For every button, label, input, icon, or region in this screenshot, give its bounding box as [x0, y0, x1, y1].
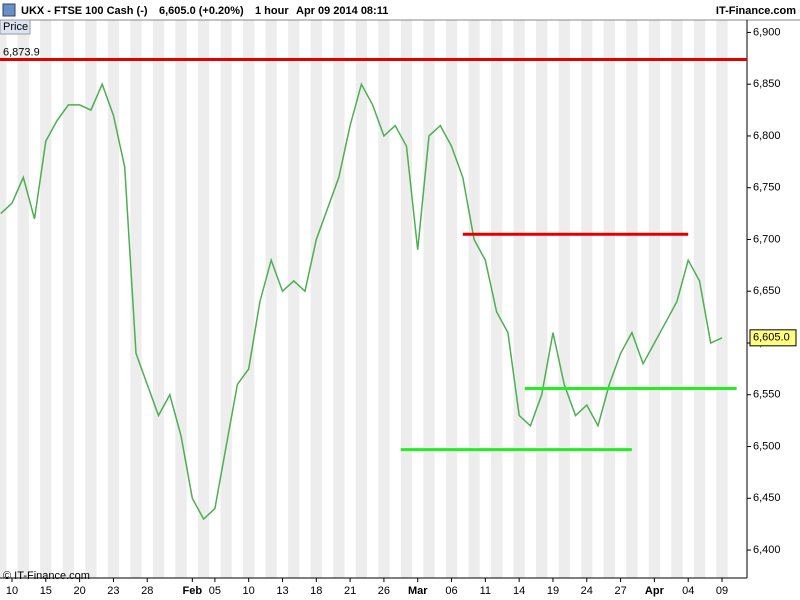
x-tick-label: 19 [547, 585, 559, 597]
day-stripe [693, 20, 706, 578]
x-tick-label: 27 [614, 585, 626, 597]
x-tick-label: 18 [310, 585, 322, 597]
quote: 6,605.0 (+0.20%) [159, 5, 244, 17]
day-stripe [265, 20, 277, 578]
y-tick-label: 6,850 [753, 78, 781, 90]
day-stripe [288, 20, 300, 578]
price-line [0, 82, 723, 521]
y-tick-label: 6,900 [753, 26, 781, 38]
y-label: Price [3, 21, 28, 33]
day-stripe [107, 20, 120, 578]
y-label-box [0, 19, 31, 35]
copyright: © IT-Finance.com [3, 570, 90, 582]
day-stripe [626, 20, 638, 578]
day-stripe [152, 20, 165, 578]
day-stripe [310, 20, 322, 578]
day-stripe [175, 20, 187, 578]
day-stripe [243, 20, 255, 578]
y-tick-label: 6,700 [753, 233, 781, 245]
day-stripe [85, 20, 97, 578]
level-label: 6,873.9 [3, 46, 40, 58]
day-stripe [333, 20, 345, 578]
x-tick-label: 04 [682, 585, 694, 597]
x-tick-label: 21 [344, 585, 356, 597]
x-tick-label: 23 [107, 585, 119, 597]
day-stripe [490, 20, 503, 578]
x-tick-label: 05 [209, 585, 221, 597]
x-tick-label: 06 [445, 585, 457, 597]
last-price-label: 6,605.0 [753, 332, 790, 344]
day-stripe [716, 20, 728, 578]
day-stripe [220, 20, 232, 578]
day-stripe [423, 20, 435, 578]
day-stripe [17, 20, 29, 578]
x-tick-label: 14 [513, 585, 525, 597]
header-icon[interactable] [2, 3, 16, 17]
day-stripe [648, 20, 661, 578]
x-tick-label: 26 [378, 585, 390, 597]
y-tick-label: 6,800 [753, 130, 781, 142]
day-stripe [0, 20, 7, 578]
y-tick-label: 6,500 [753, 440, 781, 452]
timestamp: Apr 09 2014 08:11 [296, 5, 388, 17]
interval: 1 hour [255, 5, 289, 17]
y-tick-label: 6,750 [753, 182, 781, 194]
day-stripe [558, 20, 570, 578]
x-tick-label: Apr [645, 585, 665, 597]
day-stripe [603, 20, 615, 578]
x-tick-label: 10 [243, 585, 255, 597]
brand: IT-Finance.com [716, 5, 796, 17]
x-tick-label: Feb [183, 585, 203, 597]
x-tick-label: 11 [480, 585, 491, 597]
plot-area [0, 20, 747, 578]
x-tick-label: 10 [6, 585, 18, 597]
day-stripe [581, 20, 593, 578]
day-stripe [40, 20, 52, 578]
header-bar [0, 0, 800, 20]
day-stripe [378, 20, 390, 578]
y-tick-label: 6,450 [753, 492, 781, 504]
instrument: UKX - FTSE 100 Cash (-) [21, 5, 148, 17]
x-tick-label: Mar [408, 585, 428, 597]
x-tick-label: 20 [74, 585, 86, 597]
x-tick-label: 28 [141, 585, 153, 597]
day-stripe [130, 20, 142, 578]
last-price-box [749, 329, 797, 347]
y-tick-label: 6,650 [753, 285, 781, 297]
day-stripe [400, 20, 413, 578]
day-stripe [355, 20, 368, 578]
day-stripe [536, 20, 548, 578]
x-tick-label: 09 [716, 585, 728, 597]
x-tick-label: 13 [276, 585, 288, 597]
day-stripe [197, 20, 210, 578]
day-stripe [513, 20, 525, 578]
x-tick-label: 15 [40, 585, 52, 597]
y-tick-label: 6,400 [753, 544, 781, 556]
day-stripe [468, 20, 480, 578]
day-stripe [62, 20, 74, 578]
y-tick-label: 6,550 [753, 389, 781, 401]
day-stripe [445, 20, 458, 578]
x-tick-label: 24 [581, 585, 593, 597]
